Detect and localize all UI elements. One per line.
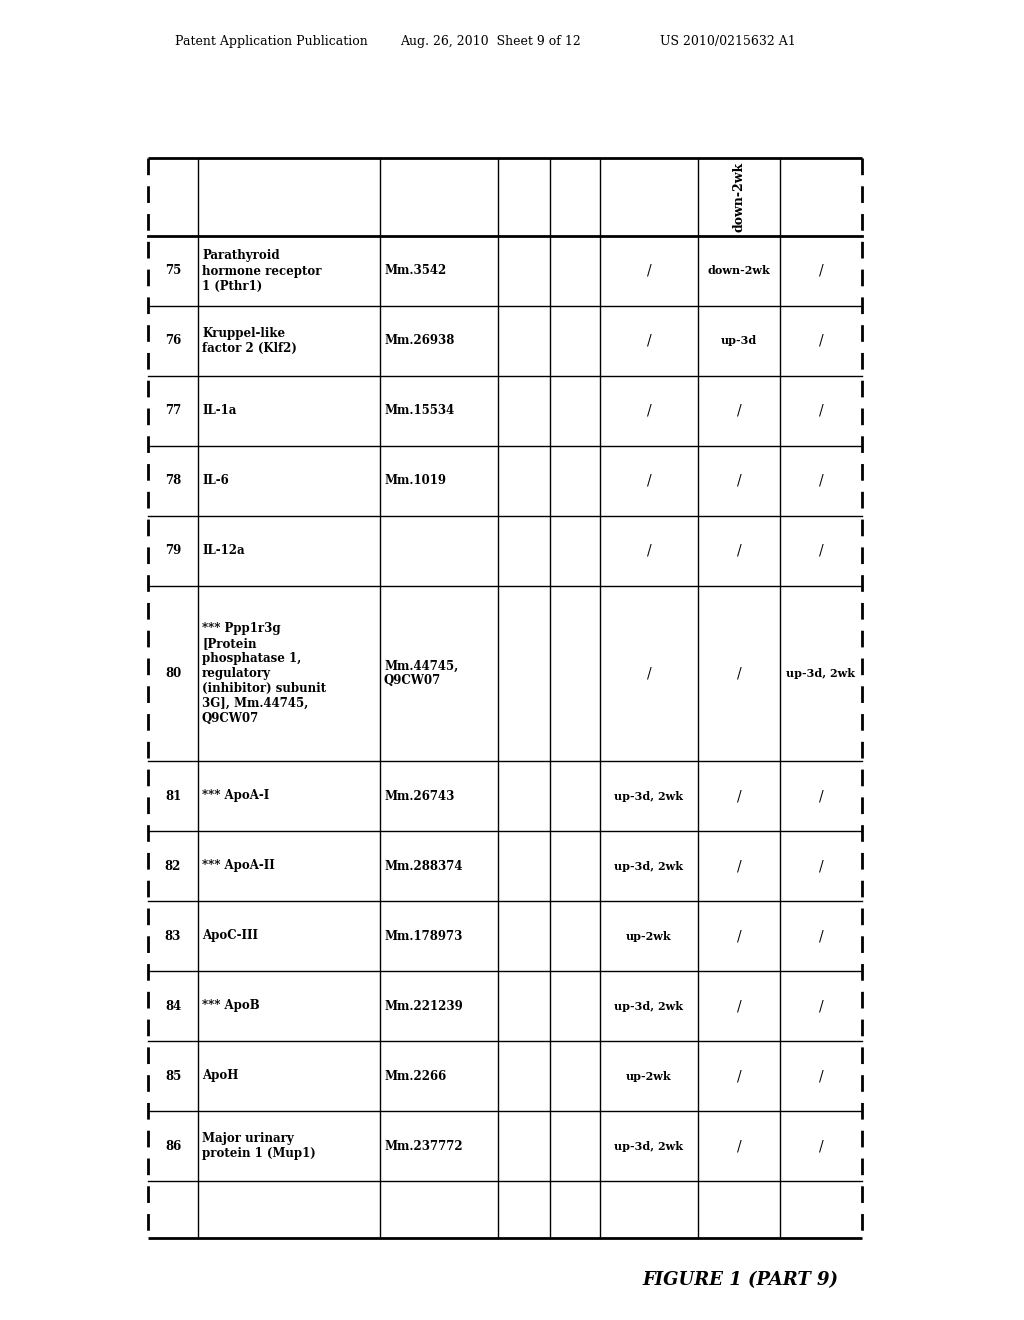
Text: /: /	[647, 264, 651, 279]
Text: 86: 86	[165, 1139, 181, 1152]
Text: *** ApoA-II: *** ApoA-II	[202, 859, 274, 873]
Text: /: /	[647, 667, 651, 681]
Text: /: /	[736, 859, 741, 873]
Text: Mm.288374: Mm.288374	[384, 859, 463, 873]
Text: /: /	[818, 859, 823, 873]
Text: IL-1a: IL-1a	[202, 404, 237, 417]
Text: Aug. 26, 2010  Sheet 9 of 12: Aug. 26, 2010 Sheet 9 of 12	[400, 36, 581, 49]
Text: /: /	[736, 789, 741, 803]
Text: /: /	[647, 544, 651, 558]
Text: /: /	[818, 929, 823, 942]
Text: /: /	[736, 404, 741, 418]
Text: Parathyroid
hormone receptor
1 (Pthr1): Parathyroid hormone receptor 1 (Pthr1)	[202, 249, 322, 293]
Text: 80: 80	[165, 667, 181, 680]
Text: /: /	[736, 474, 741, 488]
Text: /: /	[736, 1139, 741, 1152]
Text: /: /	[647, 474, 651, 488]
Text: /: /	[818, 334, 823, 348]
Text: *** ApoB: *** ApoB	[202, 999, 260, 1012]
Text: /: /	[736, 999, 741, 1012]
Text: 78: 78	[165, 474, 181, 487]
Text: ApoH: ApoH	[202, 1069, 239, 1082]
Text: Mm.15534: Mm.15534	[384, 404, 455, 417]
Text: Mm.26743: Mm.26743	[384, 789, 455, 803]
Text: up-3d, 2wk: up-3d, 2wk	[614, 1001, 683, 1011]
Text: Mm.221239: Mm.221239	[384, 999, 463, 1012]
Text: FIGURE 1 (PART 9): FIGURE 1 (PART 9)	[642, 1271, 838, 1290]
Text: /: /	[736, 929, 741, 942]
Text: Kruppel-like
factor 2 (Klf2): Kruppel-like factor 2 (Klf2)	[202, 327, 297, 355]
Text: up-2wk: up-2wk	[627, 931, 672, 941]
Text: 81: 81	[165, 789, 181, 803]
Text: 76: 76	[165, 334, 181, 347]
Text: /: /	[818, 404, 823, 418]
Text: Mm.26938: Mm.26938	[384, 334, 455, 347]
Text: /: /	[736, 1069, 741, 1082]
Text: *** ApoA-I: *** ApoA-I	[202, 789, 269, 803]
Text: /: /	[818, 1139, 823, 1152]
Text: up-3d: up-3d	[721, 335, 757, 346]
Text: 77: 77	[165, 404, 181, 417]
Text: /: /	[647, 334, 651, 348]
Text: US 2010/0215632 A1: US 2010/0215632 A1	[660, 36, 796, 49]
Text: IL-6: IL-6	[202, 474, 228, 487]
Text: 85: 85	[165, 1069, 181, 1082]
Text: ApoC-III: ApoC-III	[202, 929, 258, 942]
Text: /: /	[818, 789, 823, 803]
Text: /: /	[818, 1069, 823, 1082]
Text: /: /	[736, 544, 741, 558]
Text: 83: 83	[165, 929, 181, 942]
Text: 84: 84	[165, 999, 181, 1012]
Text: 82: 82	[165, 859, 181, 873]
Text: Mm.2266: Mm.2266	[384, 1069, 446, 1082]
Text: Mm.3542: Mm.3542	[384, 264, 446, 277]
Text: Mm.237772: Mm.237772	[384, 1139, 463, 1152]
Text: /: /	[818, 474, 823, 488]
Text: IL-12a: IL-12a	[202, 544, 245, 557]
Text: Mm.1019: Mm.1019	[384, 474, 446, 487]
Text: up-3d, 2wk: up-3d, 2wk	[614, 1140, 683, 1151]
Text: /: /	[818, 264, 823, 279]
Text: *** Ppp1r3g
[Protein
phosphatase 1,
regulatory
(inhibitor) subunit
3G], Mm.44745: *** Ppp1r3g [Protein phosphatase 1, regu…	[202, 622, 326, 725]
Text: down-2wk: down-2wk	[708, 265, 770, 276]
Text: 79: 79	[165, 544, 181, 557]
Text: Mm.178973: Mm.178973	[384, 929, 463, 942]
Text: up-3d, 2wk: up-3d, 2wk	[614, 791, 683, 801]
Text: down-2wk: down-2wk	[732, 162, 745, 232]
Text: Patent Application Publication: Patent Application Publication	[175, 36, 368, 49]
Text: /: /	[647, 404, 651, 418]
Text: up-3d, 2wk: up-3d, 2wk	[614, 861, 683, 871]
Text: 75: 75	[165, 264, 181, 277]
Text: /: /	[818, 999, 823, 1012]
Text: up-2wk: up-2wk	[627, 1071, 672, 1081]
Text: /: /	[736, 667, 741, 681]
Text: /: /	[818, 544, 823, 558]
Text: Major urinary
protein 1 (Mup1): Major urinary protein 1 (Mup1)	[202, 1133, 315, 1160]
Text: up-3d, 2wk: up-3d, 2wk	[786, 668, 855, 678]
Text: Mm.44745,
Q9CW07: Mm.44745, Q9CW07	[384, 660, 459, 688]
